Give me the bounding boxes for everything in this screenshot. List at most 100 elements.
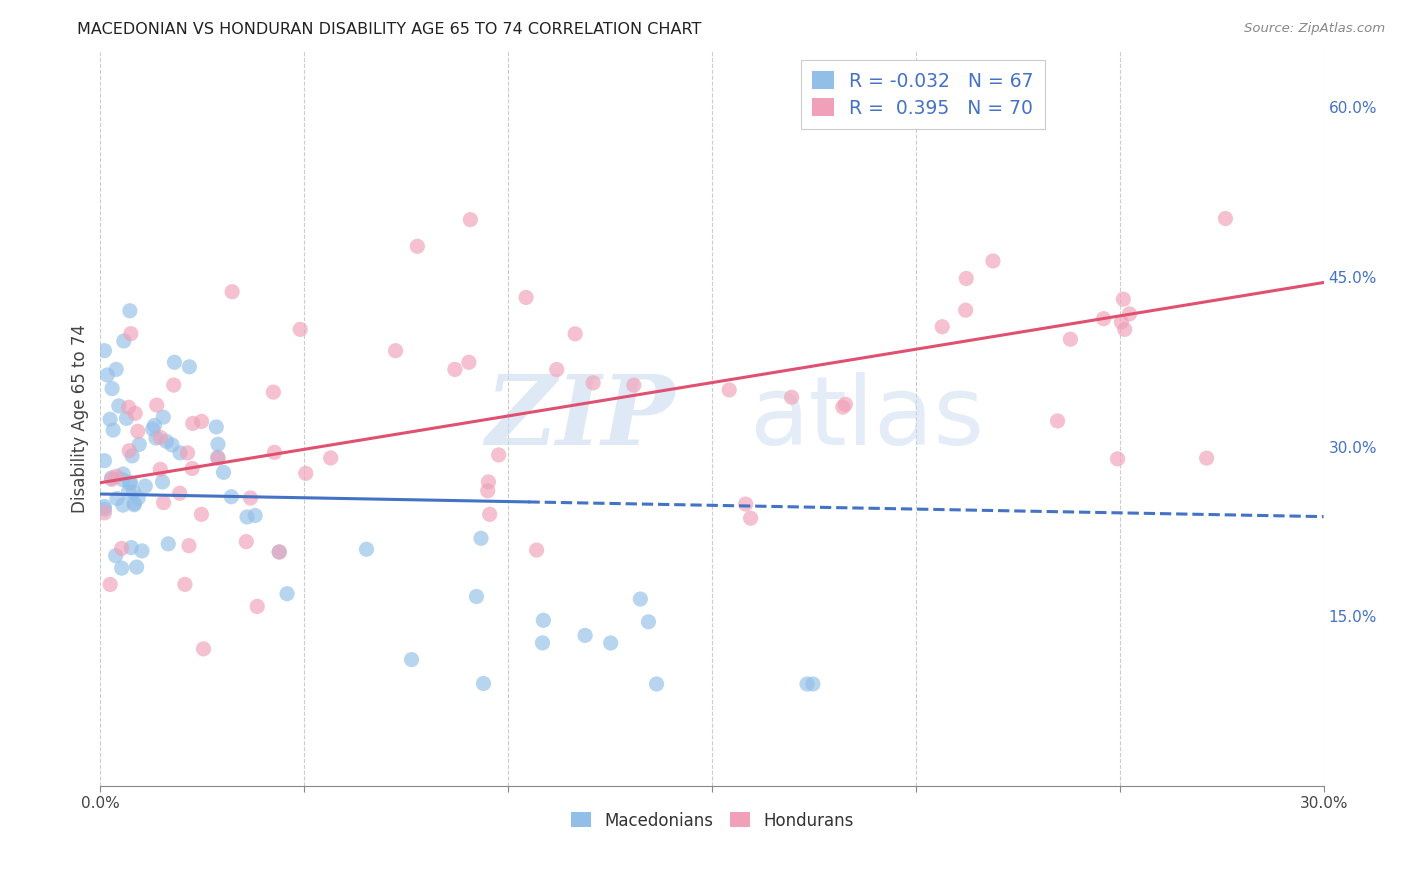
Point: [120, 326, 142, 341]
Point: [190, 414, 212, 428]
Point: [149, 462, 172, 476]
Point: [1092, 311, 1115, 326]
Point: [105, 491, 128, 506]
Point: [105, 362, 128, 376]
Point: [526, 543, 548, 558]
Point: [269, 545, 291, 559]
Point: [100, 471, 122, 485]
Point: [515, 290, 537, 304]
Point: [235, 534, 257, 549]
Point: [96, 368, 118, 382]
Point: [181, 461, 204, 475]
Point: [128, 437, 150, 451]
Point: [169, 486, 191, 500]
Point: [93, 500, 115, 514]
Point: [239, 491, 262, 505]
Point: [319, 450, 342, 465]
Point: [207, 437, 229, 451]
Point: [401, 652, 423, 666]
Point: [246, 599, 269, 614]
Point: [470, 531, 492, 545]
Point: [740, 511, 762, 525]
Point: [93, 502, 115, 516]
Text: atlas: atlas: [748, 372, 984, 465]
Point: [477, 483, 499, 498]
Point: [472, 676, 495, 690]
Point: [145, 431, 167, 445]
Point: [160, 438, 183, 452]
Point: [155, 434, 177, 449]
Text: MACEDONIAN VS HONDURAN DISABILITY AGE 65 TO 74 CORRELATION CHART: MACEDONIAN VS HONDURAN DISABILITY AGE 65…: [77, 22, 702, 37]
Point: [93, 506, 115, 520]
Point: [457, 355, 479, 369]
Point: [145, 398, 167, 412]
Point: [104, 549, 127, 563]
Point: [780, 390, 803, 404]
Point: [120, 475, 142, 490]
Point: [174, 577, 197, 591]
Point: [121, 449, 143, 463]
Point: [574, 628, 596, 642]
Point: [149, 430, 172, 444]
Point: [118, 443, 141, 458]
Point: [118, 303, 141, 318]
Y-axis label: Disability Age 65 to 74: Disability Age 65 to 74: [72, 324, 89, 513]
Point: [117, 401, 139, 415]
Point: [152, 495, 174, 509]
Point: [582, 376, 605, 390]
Point: [834, 397, 856, 411]
Point: [142, 422, 165, 436]
Point: [263, 445, 285, 459]
Point: [628, 592, 651, 607]
Point: [125, 560, 148, 574]
Legend: Macedonians, Hondurans: Macedonians, Hondurans: [564, 805, 860, 837]
Point: [143, 418, 166, 433]
Point: [112, 467, 135, 481]
Point: [801, 677, 824, 691]
Point: [152, 475, 174, 489]
Point: [221, 285, 243, 299]
Point: [93, 453, 115, 467]
Point: [290, 322, 312, 336]
Point: [124, 496, 146, 510]
Point: [221, 490, 243, 504]
Point: [546, 362, 568, 376]
Point: [101, 382, 124, 396]
Point: [152, 410, 174, 425]
Point: [112, 334, 135, 348]
Point: [1118, 307, 1140, 321]
Point: [118, 476, 141, 491]
Point: [406, 239, 429, 253]
Point: [111, 498, 134, 512]
Text: ZIP: ZIP: [485, 371, 675, 466]
Point: [179, 359, 201, 374]
Point: [107, 399, 129, 413]
Point: [637, 615, 659, 629]
Point: [384, 343, 406, 358]
Point: [460, 212, 482, 227]
Point: [465, 590, 488, 604]
Point: [262, 385, 284, 400]
Point: [488, 448, 510, 462]
Point: [100, 472, 122, 486]
Point: [1215, 211, 1237, 226]
Point: [955, 303, 977, 318]
Point: [193, 641, 215, 656]
Point: [122, 485, 145, 500]
Point: [1111, 315, 1133, 329]
Point: [1107, 451, 1129, 466]
Point: [356, 542, 378, 557]
Point: [111, 473, 134, 487]
Point: [101, 423, 124, 437]
Point: [207, 451, 229, 466]
Point: [645, 677, 668, 691]
Point: [190, 508, 212, 522]
Point: [1059, 332, 1081, 346]
Point: [444, 362, 467, 376]
Point: [115, 411, 138, 425]
Point: [105, 469, 128, 483]
Point: [531, 613, 554, 627]
Point: [122, 498, 145, 512]
Point: [734, 497, 756, 511]
Point: [243, 508, 266, 523]
